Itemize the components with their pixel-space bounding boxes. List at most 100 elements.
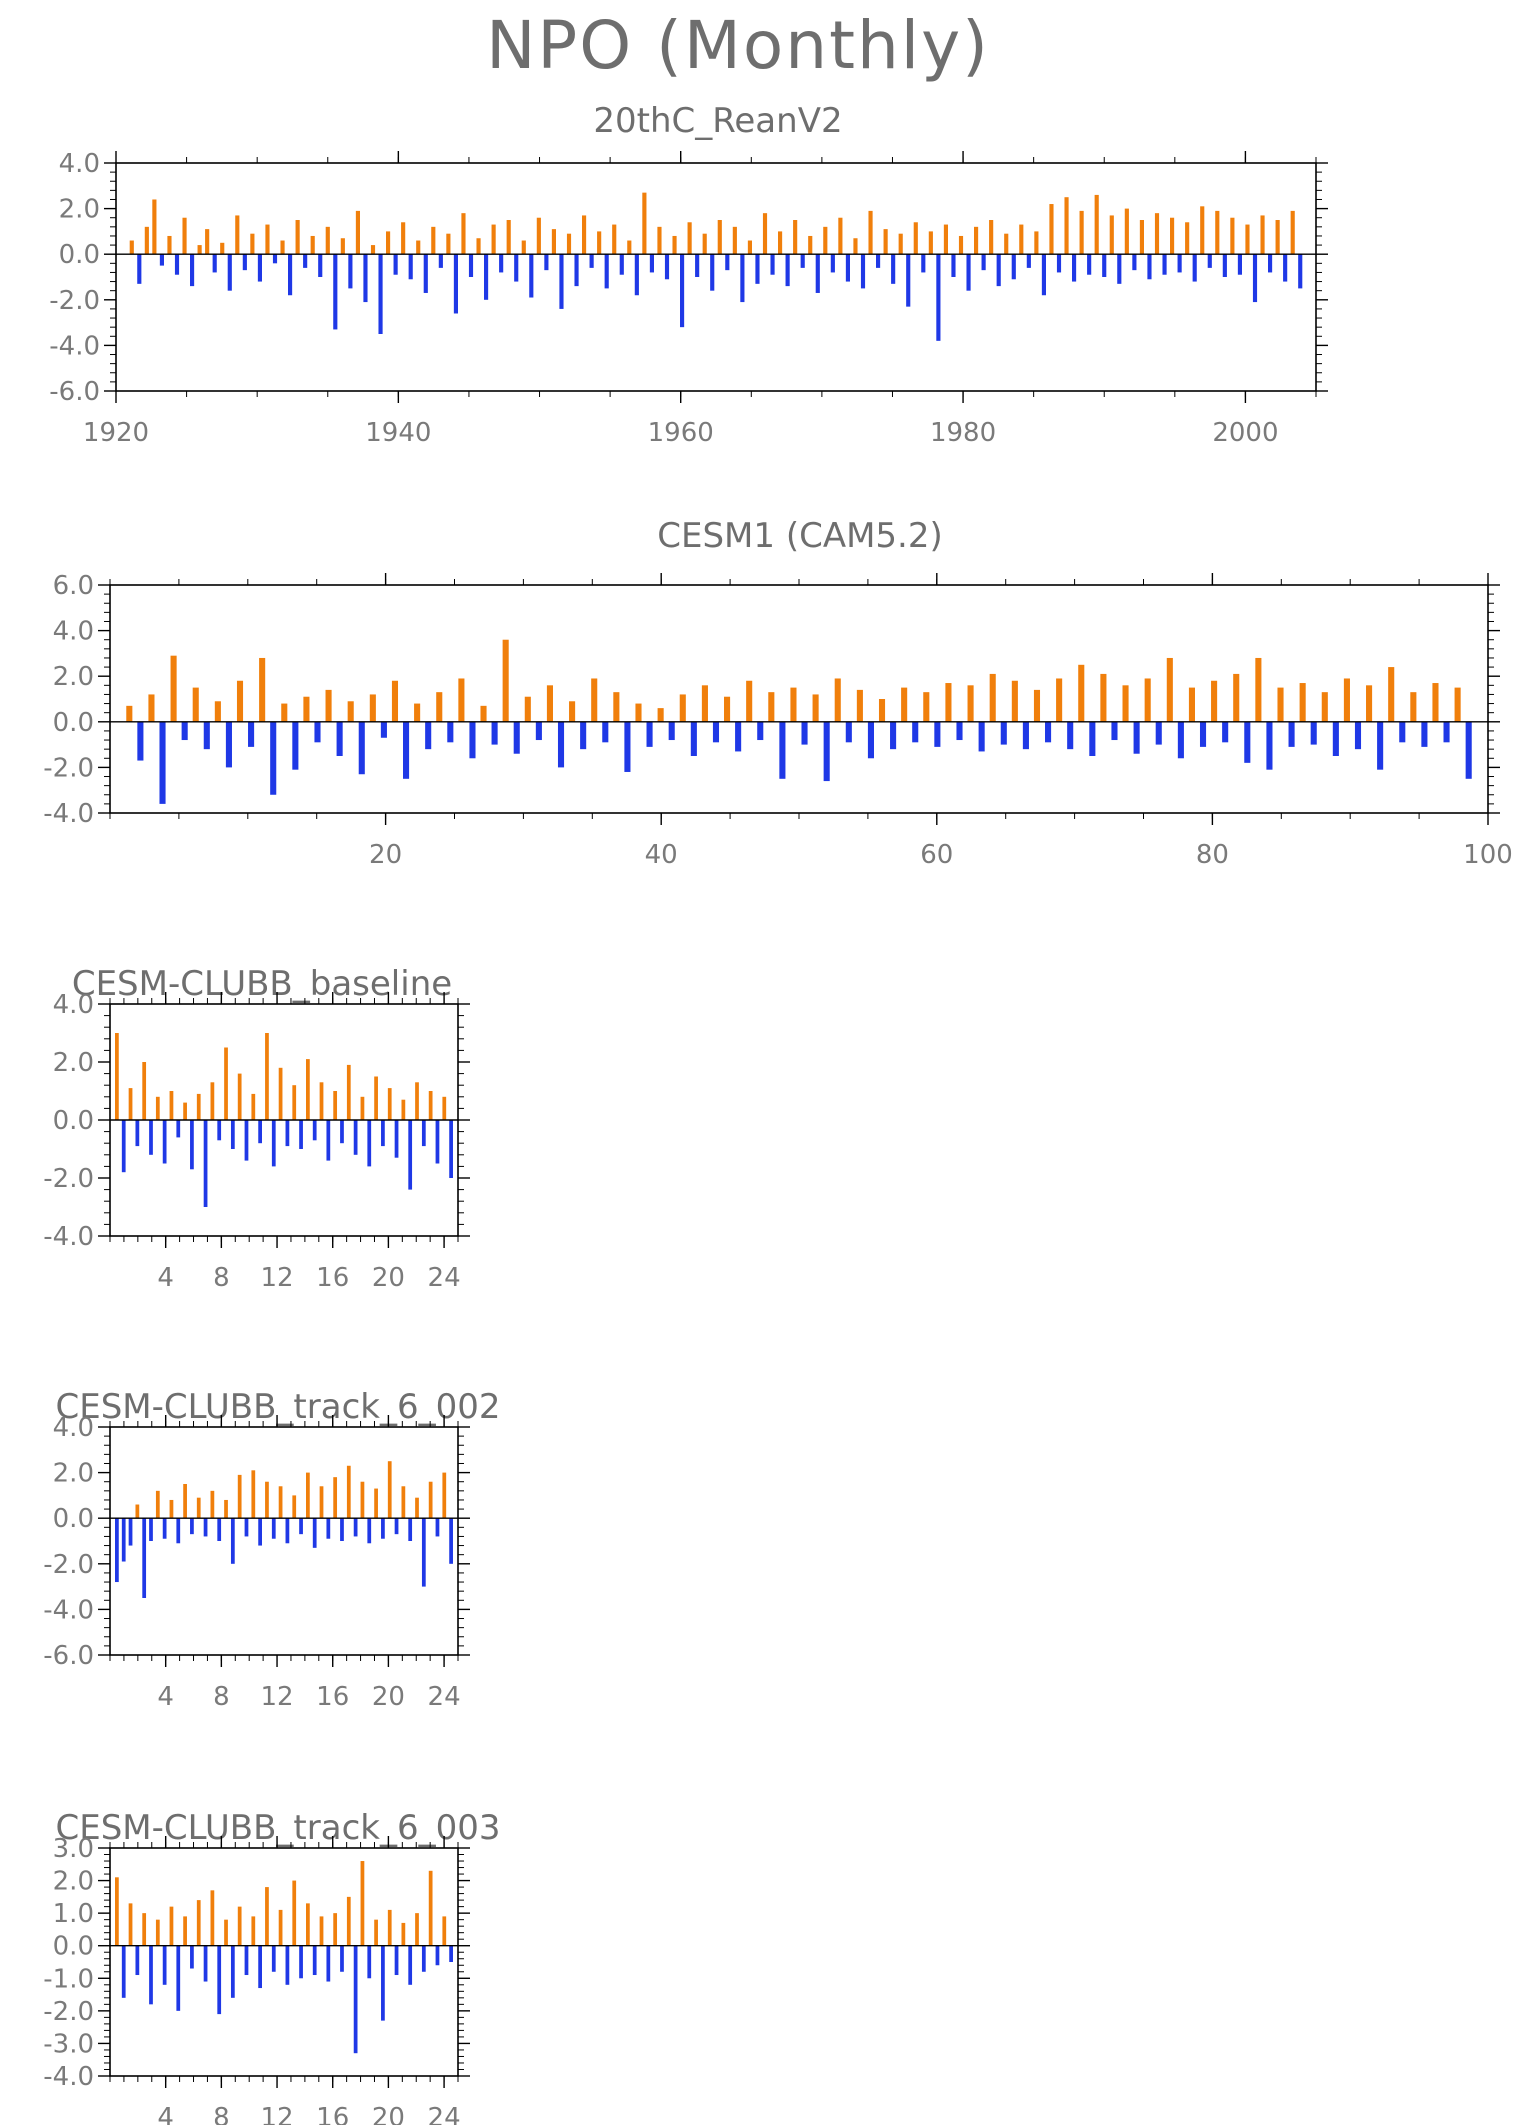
bar-positive (196, 1497, 201, 1519)
bar-positive (1366, 685, 1373, 722)
bar-positive (672, 235, 677, 255)
x-tick-label: 100 (1463, 840, 1513, 870)
bar-positive (306, 1903, 310, 1946)
bar-positive (1056, 678, 1063, 722)
bar-positive (612, 224, 617, 255)
bar-positive (1166, 657, 1173, 722)
bar-negative (227, 254, 232, 291)
x-tick-label: 4 (157, 2103, 174, 2125)
bar-negative (190, 1518, 194, 1535)
bar-positive (319, 1916, 324, 1946)
bar-negative (394, 1518, 399, 1535)
bar-negative (435, 1945, 440, 1966)
bar-positive (1260, 215, 1265, 255)
bar-negative (314, 721, 321, 743)
y-tick-label: -4.0 (43, 1222, 94, 1252)
bar-positive (461, 213, 466, 255)
bar-positive (436, 692, 443, 722)
bar-positive (196, 1093, 201, 1120)
bar-negative (770, 254, 775, 275)
bar-positive (823, 226, 828, 255)
bar-negative (271, 1945, 276, 1972)
bar-negative (785, 254, 790, 287)
bar-negative (680, 254, 685, 328)
bar-positive (536, 217, 541, 255)
bar-negative (1177, 721, 1184, 759)
bar-negative (574, 254, 579, 287)
bar-positive (280, 240, 285, 255)
bar-positive (224, 1499, 228, 1519)
bar-negative (468, 254, 474, 277)
bar-positive (340, 238, 345, 255)
bar-negative (1147, 254, 1152, 280)
bar-negative (757, 721, 764, 741)
bar-negative (381, 1945, 385, 2021)
bar-positive (790, 687, 797, 722)
bar-negative (755, 254, 760, 284)
bar-negative (1244, 721, 1251, 763)
y-tick-label: 4.0 (59, 149, 100, 179)
bar-positive (401, 1922, 406, 1946)
bar-negative (174, 254, 180, 275)
bar-negative (1011, 254, 1016, 280)
bar-negative (394, 1945, 399, 1976)
bar-series (115, 1033, 453, 1207)
bar-negative (176, 1518, 181, 1544)
bar-negative (258, 1120, 262, 1144)
y-tick-label: -2.0 (43, 1164, 94, 1194)
x-tick-label: 4 (157, 1682, 174, 1712)
x-tick-label: 16 (316, 2103, 349, 2125)
bar-negative (203, 1945, 208, 1982)
bar-negative (668, 721, 675, 741)
bar-negative (978, 721, 985, 752)
bar-positive (292, 1880, 297, 1946)
x-tick-label: 40 (645, 840, 678, 870)
bar-negative (367, 1945, 372, 1979)
bar-negative (1465, 721, 1472, 779)
bar-negative (779, 721, 786, 779)
x-tick-label: 8 (213, 1263, 230, 1293)
y-tick-label: 2.0 (53, 1867, 94, 1897)
bar-negative (1288, 721, 1295, 747)
bar-positive (325, 689, 332, 722)
bar-negative (408, 254, 413, 280)
bar-negative (435, 1120, 440, 1164)
bar-negative (271, 1120, 276, 1167)
bar-positive (657, 226, 662, 255)
bar-positive (237, 1474, 242, 1519)
x-tick-label: 20 (372, 2103, 405, 2125)
bar-negative (1026, 254, 1031, 268)
bar-positive (236, 680, 244, 722)
bar-negative (380, 721, 387, 738)
bar-negative (142, 1518, 147, 1598)
bar-negative (312, 1945, 317, 1976)
chart-panel-4: CESM-CLUBB_track_6_002 -6.0 -4.0 -2.0 0.0 2.0… (43, 1387, 500, 1712)
bar-positive (135, 1504, 140, 1519)
y-tick-label: -2.0 (43, 1550, 94, 1580)
bar-negative (326, 1120, 331, 1161)
bar-positive (237, 1073, 242, 1120)
bar-negative (285, 1518, 290, 1544)
y-tick-label: 0.0 (53, 1106, 94, 1136)
bar-negative (690, 721, 697, 756)
bar-negative (393, 254, 398, 275)
bar-positive (220, 242, 225, 255)
bar-positive (551, 229, 556, 255)
bar-positive (278, 1909, 283, 1946)
bar-positive (808, 235, 813, 255)
x-tick-label: 8 (213, 2103, 230, 2125)
bar-positive (442, 1096, 447, 1120)
bar-negative (1111, 721, 1118, 741)
bar-positive (967, 685, 974, 722)
bar-positive (250, 233, 255, 255)
x-tick-label: 8 (213, 1682, 230, 1712)
bar-positive (360, 1481, 365, 1519)
bar-negative (1045, 721, 1052, 743)
bar-positive (928, 231, 933, 255)
bar-positive (901, 687, 908, 722)
bar-negative (469, 721, 476, 759)
bar-positive (898, 233, 903, 255)
bar-negative (1022, 721, 1029, 750)
bar-negative (936, 254, 941, 341)
bar-negative (288, 254, 293, 296)
